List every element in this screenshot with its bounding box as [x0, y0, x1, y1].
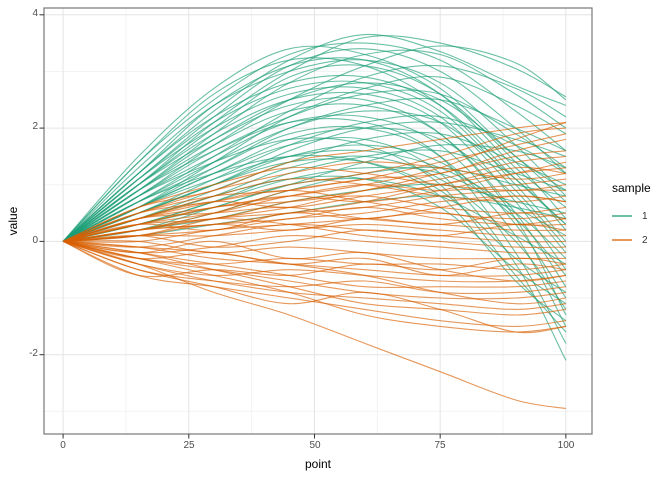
- series-line-sample-1: [62, 155, 567, 322]
- series-line-sample-2: [62, 195, 566, 242]
- series-line-sample-2: [63, 240, 566, 260]
- legend: sample 1 2: [612, 181, 670, 256]
- x-tick-label-75: 75: [434, 440, 446, 451]
- series-line-sample-1: [62, 117, 567, 344]
- series-line-sample-2: [62, 240, 566, 278]
- series-line-sample-2: [62, 240, 566, 333]
- series-line-sample-1: [62, 59, 567, 242]
- series-line-sample-2: [63, 240, 566, 282]
- y-axis-title: value: [6, 206, 20, 236]
- series-line-sample-2: [62, 206, 566, 242]
- series-line-sample-2: [62, 121, 566, 242]
- series-line-sample-1: [62, 137, 567, 333]
- series-line-sample-2: [63, 212, 566, 242]
- legend-key-line-sample-1: [612, 215, 632, 217]
- series-line-sample-2: [63, 240, 566, 305]
- series-line-sample-2: [62, 240, 566, 410]
- series-line-sample-2: [62, 189, 566, 242]
- series-line-sample-1: [62, 57, 567, 242]
- x-tick-label-0: 0: [60, 440, 66, 451]
- legend-key-line-sample-2: [612, 239, 632, 241]
- x-axis-title: point: [304, 457, 332, 471]
- legend-label-sample-1: 1: [642, 210, 648, 222]
- series-line-sample-2: [62, 195, 566, 242]
- legend-title: sample: [612, 181, 651, 195]
- series-line-sample-2: [63, 240, 566, 316]
- legend-item-sample-2: 2: [612, 232, 670, 248]
- x-tick-label-50: 50: [309, 440, 321, 451]
- legend-item-sample-1: 1: [612, 208, 670, 224]
- series-line-sample-2: [63, 223, 566, 248]
- y-tick-label-4: 4: [32, 8, 38, 19]
- y-tick-label-0: 0: [32, 235, 38, 246]
- series-line-sample-1: [62, 80, 567, 242]
- x-tick-label-25: 25: [183, 440, 195, 451]
- y-tick-label-m2: -2: [29, 348, 38, 359]
- series-line-sample-2: [62, 240, 566, 334]
- series-line-sample-2: [62, 240, 566, 276]
- y-tick-label-2: 2: [32, 121, 38, 132]
- series-line-sample-2: [63, 212, 566, 243]
- legend-label-sample-2: 2: [642, 234, 648, 246]
- series-line-sample-2: [63, 218, 566, 249]
- series-line-sample-2: [62, 166, 566, 242]
- x-tick-label-100: 100: [557, 440, 575, 451]
